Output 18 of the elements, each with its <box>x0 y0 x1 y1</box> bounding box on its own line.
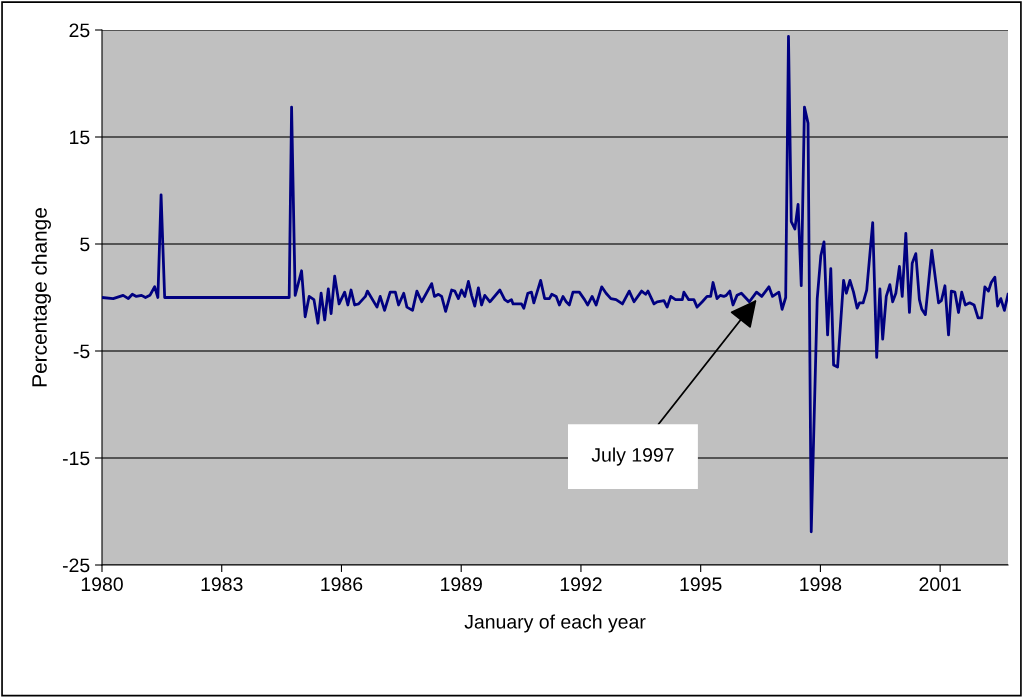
y-tick-label: 15 <box>70 130 90 145</box>
annotation: July 1997 <box>591 447 674 466</box>
x-axis-title: January of each year <box>464 614 646 633</box>
x-tick-label: 1983 <box>201 577 243 592</box>
y-tick-label: 25 <box>69 23 90 38</box>
x-tick-label: 1980 <box>81 577 123 592</box>
y-tick-label: -25 <box>62 558 90 573</box>
x-tick-label: 1989 <box>441 577 482 592</box>
y-tick-label: -5 <box>73 344 90 359</box>
y-tick-label: 5 <box>80 237 90 252</box>
x-tick-label: 1995 <box>680 577 722 592</box>
x-tick-label: 2001 <box>919 577 961 592</box>
y-axis-title: Percentage change <box>31 208 51 387</box>
x-tick-label: 1986 <box>321 577 363 592</box>
y-tick-label: -15 <box>62 451 90 466</box>
line-series <box>102 35 1008 534</box>
x-tick-label: 1992 <box>560 577 602 592</box>
x-tick-label: 1998 <box>800 577 842 592</box>
